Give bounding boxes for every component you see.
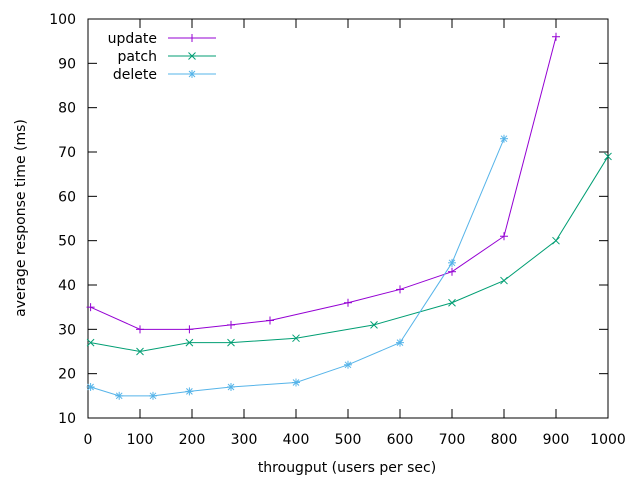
x-axis-label: througput (users per sec) [258,460,436,476]
data-point-delete [115,391,124,400]
x-tick-label: 300 [231,432,258,448]
legend-label: patch [117,49,157,65]
x-tick-label: 800 [491,432,518,448]
data-point-delete [396,338,404,347]
series-group [86,32,612,400]
legend-marker [188,52,196,60]
data-point-update [136,325,144,334]
data-point-update [266,316,274,325]
series-delete [86,134,508,400]
series-patch [86,152,612,356]
data-point-patch [448,298,456,307]
legend-label: delete [113,67,157,83]
data-point-patch [500,276,508,285]
legend-marker [188,70,196,78]
x-tick-label: 100 [127,432,154,448]
series-line-patch [90,156,609,353]
legend: update patch delete [108,31,216,83]
data-point-update [86,303,95,312]
series-line-update [90,36,557,330]
x-tick-label: 900 [543,432,570,448]
x-tick-label: 600 [387,432,414,448]
data-point-update [500,232,508,241]
data-point-delete [344,360,352,369]
legend-marker [188,34,196,42]
series-update [86,32,560,334]
data-point-delete [448,258,456,267]
y-tick-label: 100 [49,12,76,28]
x-tick-label: 200 [179,432,206,448]
data-point-update [552,32,560,41]
axes: 0 100 200 300 400 500 600 700 800 900 1000 10 20 30 40… [49,12,626,448]
data-point-delete [185,387,194,396]
data-point-patch [227,338,235,347]
legend-item-delete: delete [113,67,216,83]
y-tick-label: 60 [58,189,76,205]
data-point-patch [185,338,194,347]
data-point-update [227,320,235,329]
x-tick-label: 500 [335,432,362,448]
data-point-update [448,267,456,276]
data-point-update [396,285,404,294]
data-point-patch [136,347,144,356]
legend-item-update: update [108,31,216,47]
y-tick-label: 30 [58,322,76,338]
y-tick-label: 10 [58,411,76,427]
y-tick-label: 20 [58,367,76,383]
data-point-delete [227,382,235,391]
x-tick-label: 0 [84,432,93,448]
data-point-delete [500,134,508,143]
x-tick-label: 1000 [590,432,626,448]
y-tick-label: 50 [58,234,76,250]
y-tick-label: 40 [58,278,76,294]
y-axis-label: average response time (ms) [13,119,29,317]
data-point-delete [292,378,300,387]
plot-frame [87,18,609,419]
data-point-patch [552,236,560,245]
data-point-patch [292,334,300,343]
y-tick-label: 70 [58,145,76,161]
y-tick-label: 80 [58,101,76,117]
data-point-patch [86,338,95,347]
data-point-delete [86,382,95,391]
legend-label: update [108,31,157,47]
legend-item-patch: patch [117,49,216,65]
series-line-delete [90,138,505,397]
data-point-delete [149,391,157,400]
y-tick-label: 90 [58,56,76,72]
x-tick-label: 400 [283,432,310,448]
data-point-patch [370,321,378,329]
data-point-update [185,325,194,334]
x-tick-label: 700 [439,432,466,448]
data-point-update [344,298,352,307]
data-point-patch [604,152,612,161]
